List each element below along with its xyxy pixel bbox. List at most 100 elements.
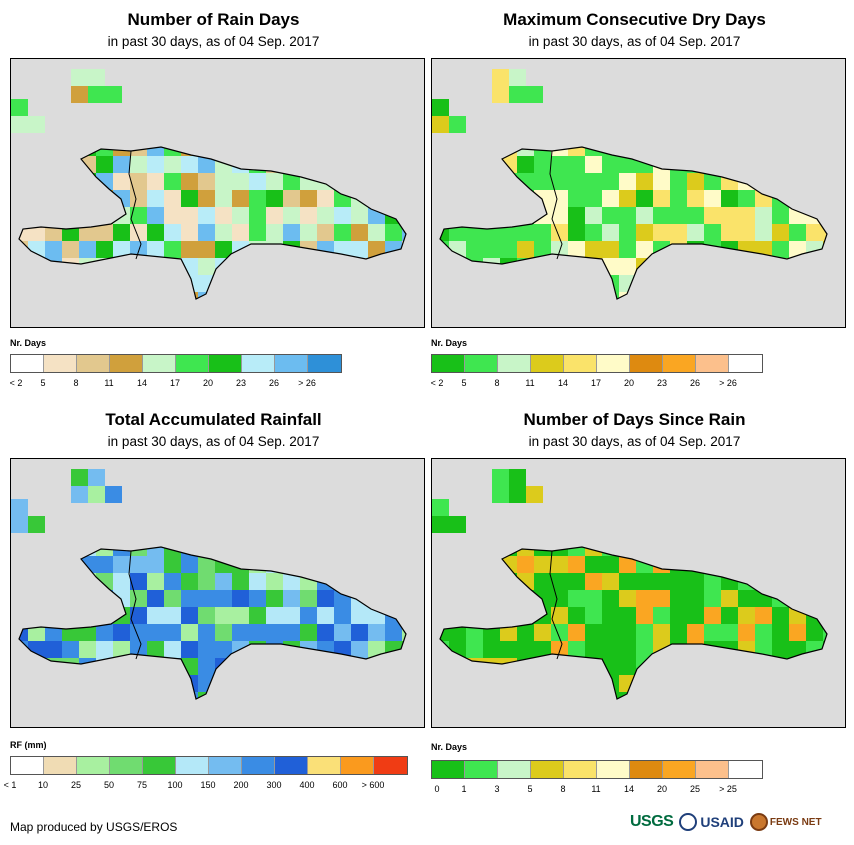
map-grid-cell xyxy=(806,292,823,299)
map-grid-cell xyxy=(500,658,517,675)
map-grid-cell xyxy=(402,156,406,173)
map-grid-cell xyxy=(449,173,466,190)
map-grid-cell xyxy=(96,556,113,573)
map-grid-cell xyxy=(568,658,585,675)
legend-label: 26 xyxy=(268,378,280,388)
map-grid-cell xyxy=(483,173,500,190)
map-grid-cell xyxy=(500,241,517,258)
map-grid-cell xyxy=(789,207,806,224)
map-grid-cell xyxy=(738,590,755,607)
map-grid-cell xyxy=(483,547,500,556)
map-grid-cell xyxy=(670,692,687,699)
map-grid-cell xyxy=(704,547,721,556)
map-grid-cell xyxy=(198,156,215,173)
map-grid-cell xyxy=(62,292,79,299)
fews-seal-icon xyxy=(749,813,768,831)
map-grid-cell xyxy=(96,692,113,699)
map-grid-cell xyxy=(198,224,215,241)
map-grid-cell xyxy=(334,675,351,692)
map-grid-cell xyxy=(266,624,283,641)
map-grid-cell xyxy=(96,624,113,641)
map-grid-cell xyxy=(619,658,636,675)
map-grid-cell xyxy=(449,275,466,292)
map-grid-cell xyxy=(500,147,517,156)
map-grid-cell xyxy=(232,173,249,190)
map-grid-cell xyxy=(509,486,526,503)
map-grid-cell xyxy=(534,258,551,275)
map-grid-cell xyxy=(704,675,721,692)
map-grid-cell xyxy=(45,258,62,275)
map-grid-cell xyxy=(334,258,351,275)
map-grid-cell xyxy=(164,190,181,207)
map-grid-cell xyxy=(687,590,704,607)
map-grid-cell xyxy=(19,692,28,699)
map-grid-cell xyxy=(334,207,351,224)
map-grid-cell xyxy=(738,547,755,556)
map-grid-cell xyxy=(653,275,670,292)
map-grid-cell xyxy=(653,590,670,607)
map-grid-cell xyxy=(483,258,500,275)
map-grid-cell xyxy=(755,590,772,607)
map-grid-cell xyxy=(534,556,551,573)
map-grid-cell xyxy=(721,156,738,173)
map-canvas xyxy=(11,469,407,700)
map-grid-cell xyxy=(806,224,823,241)
map-grid-cell xyxy=(440,573,449,590)
legend-swatch xyxy=(44,355,77,372)
map-grid-cell xyxy=(283,547,300,556)
map-grid-cell xyxy=(232,258,249,275)
map-grid-cell xyxy=(130,190,147,207)
map-grid-cell xyxy=(215,547,232,556)
legend-swatch xyxy=(630,355,663,372)
map-grid-cell xyxy=(19,573,28,590)
map-grid-cell xyxy=(130,658,147,675)
map-grid-cell xyxy=(823,590,827,607)
map-grid-cell xyxy=(147,190,164,207)
map-grid-cell xyxy=(568,275,585,292)
map-grid-cell xyxy=(823,275,827,292)
map-grid-cell xyxy=(402,556,406,573)
map-grid-cell xyxy=(738,658,755,675)
usaid-logo: USAID xyxy=(679,813,744,831)
map-grid-cell xyxy=(687,275,704,292)
map-grid-cell xyxy=(653,173,670,190)
map-grid-cell xyxy=(334,190,351,207)
map-grid-cell xyxy=(789,258,806,275)
map-grid-cell xyxy=(840,658,845,675)
map-grid-cell xyxy=(772,173,789,190)
legend-label: 11 xyxy=(104,378,114,388)
map-grid-cell xyxy=(79,573,96,590)
map-grid-cell xyxy=(449,573,466,590)
legend-label: 5 xyxy=(40,378,46,388)
map-grid-cell xyxy=(164,573,181,590)
map-grid-cell xyxy=(198,241,215,258)
map-grid-cell xyxy=(449,156,466,173)
map-grid-cell xyxy=(62,207,79,224)
map-grid-cell xyxy=(551,275,568,292)
map-grid-cell xyxy=(823,658,827,675)
map-grid-cell xyxy=(19,207,28,224)
map-grid-cell xyxy=(704,207,721,224)
map-grid-cell xyxy=(755,207,772,224)
map-grid-cell xyxy=(96,147,113,156)
map-grid-cell xyxy=(96,275,113,292)
map-grid-cell xyxy=(198,173,215,190)
map-grid-cell xyxy=(636,241,653,258)
map-grid-cell xyxy=(721,207,738,224)
map-grid-cell xyxy=(755,292,772,299)
map-grid-cell xyxy=(45,556,62,573)
map-grid-cell xyxy=(130,156,147,173)
map-grid-cell xyxy=(636,556,653,573)
map-grid-cell xyxy=(28,116,45,133)
legend-swatch xyxy=(531,761,564,778)
usaid-seal-icon xyxy=(679,813,698,831)
map-grid-cell xyxy=(551,547,568,556)
map-grid-cell xyxy=(232,658,249,675)
map-grid-cell xyxy=(147,675,164,692)
map-grid-cell xyxy=(585,224,602,241)
map-grid-cell xyxy=(351,292,368,299)
map-grid-cell xyxy=(317,556,334,573)
map-grid-cell xyxy=(772,224,789,241)
map-grid-cell xyxy=(653,658,670,675)
map-grid-cell xyxy=(198,641,215,658)
